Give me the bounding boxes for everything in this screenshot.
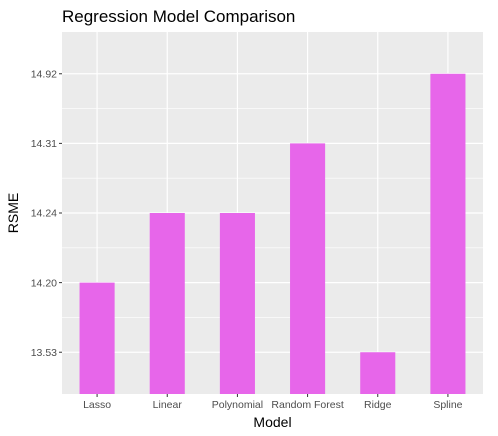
- x-axis-label: Model: [253, 414, 291, 430]
- bar: [360, 352, 396, 394]
- bar: [290, 143, 326, 394]
- x-tick-label: Random Forest: [271, 399, 343, 411]
- y-tick-label: 13.53: [31, 347, 57, 359]
- x-tick-label: Lasso: [83, 399, 111, 411]
- y-tick-label: 14.92: [31, 68, 57, 80]
- bar: [219, 213, 255, 394]
- x-tick-label: Ridge: [364, 399, 392, 411]
- x-tick-label: Spline: [433, 399, 462, 411]
- x-axis: Lasso Linear Polynomial Random Forest Ridge S…: [83, 394, 463, 411]
- chart-title: Regression Model Comparison: [62, 7, 295, 26]
- y-axis-label: RSME: [5, 193, 21, 233]
- y-tick-label: 14.24: [31, 208, 57, 220]
- bar: [79, 282, 115, 394]
- bar: [430, 73, 466, 395]
- bar: [149, 213, 185, 394]
- y-axis: 13.53 14.20 14.24 14.31 14.92: [31, 68, 62, 359]
- x-tick-label: Polynomial: [212, 399, 263, 411]
- bars: [79, 73, 466, 395]
- y-tick-label: 14.31: [31, 138, 57, 150]
- y-tick-label: 14.20: [31, 277, 57, 289]
- x-tick-label: Linear: [153, 399, 183, 411]
